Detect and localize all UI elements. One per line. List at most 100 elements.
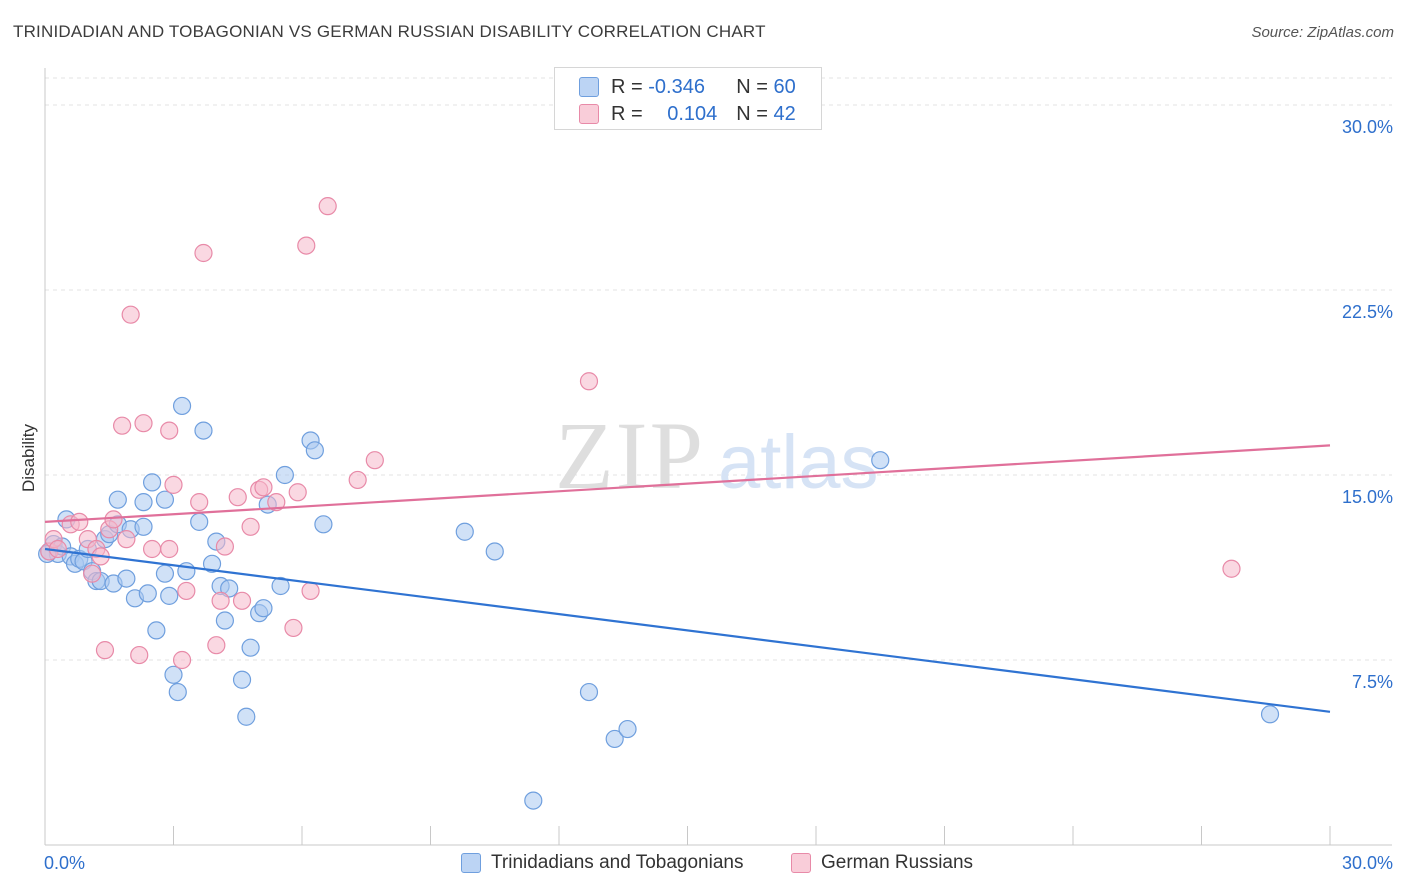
data-point-german-russian [160,421,179,440]
data-point-trinidadian [605,729,624,749]
data-point-trinidadian [138,584,157,603]
stats-legend: R = -0.346 N = 60 R = 0.104 N = 42 [554,67,822,130]
data-point-german-russian [215,537,234,556]
data-point-trinidadian [271,576,290,596]
data-point-trinidadian [618,719,637,739]
data-point-trinidadian [455,522,474,541]
data-point-trinidadian [202,554,222,573]
data-point-trinidadian [172,396,192,416]
data-point-german-russian [207,636,226,655]
data-point-german-russian [579,372,599,391]
legend-row-pink: R = 0.104 N = 42 [579,101,796,127]
data-point-german-russian [117,530,136,549]
data-point-trinidadian [155,564,175,583]
data-point-trinidadian [1260,705,1280,724]
data-point-german-russian [112,416,132,435]
data-point-german-russian [297,236,316,255]
data-point-trinidadian [485,542,504,561]
bottom-legend-pink: German Russians [791,852,973,874]
bottom-legend-blue: Trinidadians and Tobagonians [461,852,743,874]
x-tick-label-max: 30.0% [1342,853,1393,873]
data-point-trinidadian [871,451,890,470]
data-point-german-russian [365,451,384,470]
data-point-trinidadian [305,441,324,460]
data-point-trinidadian [215,611,234,630]
legend-n-label: N = [736,102,774,125]
data-point-trinidadian [134,517,153,536]
legend-r-value: -0.346 [648,75,705,98]
data-point-german-russian [130,645,149,665]
bottom-legend-label-pink: German Russians [821,852,974,873]
legend-swatch-pink [579,104,599,124]
bottom-legend-swatch-blue [461,853,481,873]
legend-r-label: R = [611,75,649,98]
trend-line-trinidadian [44,547,1331,713]
data-point-german-russian [70,512,89,531]
data-point-german-russian [228,488,247,507]
data-point-german-russian [121,305,140,324]
legend-row-blue: R = -0.346 N = 60 [579,74,796,100]
data-point-trinidadian [194,421,213,440]
data-point-trinidadian [142,473,162,492]
data-point-trinidadian [237,707,256,726]
data-point-german-russian [267,493,286,512]
data-point-german-russian [104,510,123,529]
trend-layer [44,444,1331,713]
data-point-german-russian [95,641,115,660]
data-point-german-russian [160,539,179,559]
data-point-trinidadian [579,682,599,702]
axes-layer [44,68,1392,846]
data-point-german-russian [177,581,196,601]
legend-n-label: N = [736,75,774,98]
trend-line-german-russian [44,444,1331,523]
y-tick-label: 15.0% [1342,487,1393,507]
data-point-trinidadian [108,490,127,509]
legend-swatch-blue [579,77,599,97]
data-point-german-russian [211,591,230,610]
bottom-legend-label-blue: Trinidadians and Tobagonians [491,852,744,873]
data-point-trinidadian [147,621,166,640]
data-point-german-russian [142,539,162,559]
y-tick-label: 30.0% [1342,117,1393,137]
data-point-trinidadian [275,465,294,485]
data-point-german-russian [348,470,367,490]
data-point-german-russian [194,243,213,263]
data-point-trinidadian [232,670,252,689]
watermark: ZIP atlas [555,402,879,509]
x-tick-label-min: 0.0% [44,853,85,873]
chart-source: Source: ZipAtlas.com [1251,24,1394,41]
data-point-trinidadian [190,512,209,531]
data-point-german-russian [288,483,307,502]
data-point-german-russian [232,591,252,610]
data-point-trinidadian [168,682,187,702]
data-point-trinidadian [164,665,183,684]
chart-title: TRINIDADIAN AND TOBAGONIAN VS GERMAN RUS… [13,22,766,41]
data-point-trinidadian [160,586,179,605]
legend-r-label: R = [611,102,649,125]
data-point-trinidadian [241,638,260,657]
y-axis-label: Disability [19,423,38,492]
legend-n-value: 42 [773,102,796,125]
data-point-german-russian [190,493,209,512]
data-point-trinidadian [524,791,543,810]
grid-layer [45,77,1392,661]
watermark-zip: ZIP [555,402,705,509]
y-tick-label: 7.5% [1352,672,1393,692]
data-point-trinidadian [220,579,239,598]
data-point-trinidadian [155,490,175,509]
labels-layer: Disability 0.0% 30.0% 7.5% 15.0% 22.5% 30.0… [19,117,1393,873]
data-point-german-russian [318,197,337,216]
bottom-legend-swatch-pink [791,853,811,873]
watermark-atlas: atlas [718,420,879,505]
data-point-trinidadian [254,599,273,618]
points-layer [38,197,1280,810]
legend-r-value: 0.104 [667,102,718,125]
data-point-german-russian [172,650,192,670]
data-point-german-russian [83,564,102,583]
data-point-german-russian [284,618,303,638]
y-tick-label: 22.5% [1342,302,1393,322]
data-point-trinidadian [117,569,136,588]
data-point-german-russian [301,581,320,601]
legend-n-value: 60 [773,75,796,98]
